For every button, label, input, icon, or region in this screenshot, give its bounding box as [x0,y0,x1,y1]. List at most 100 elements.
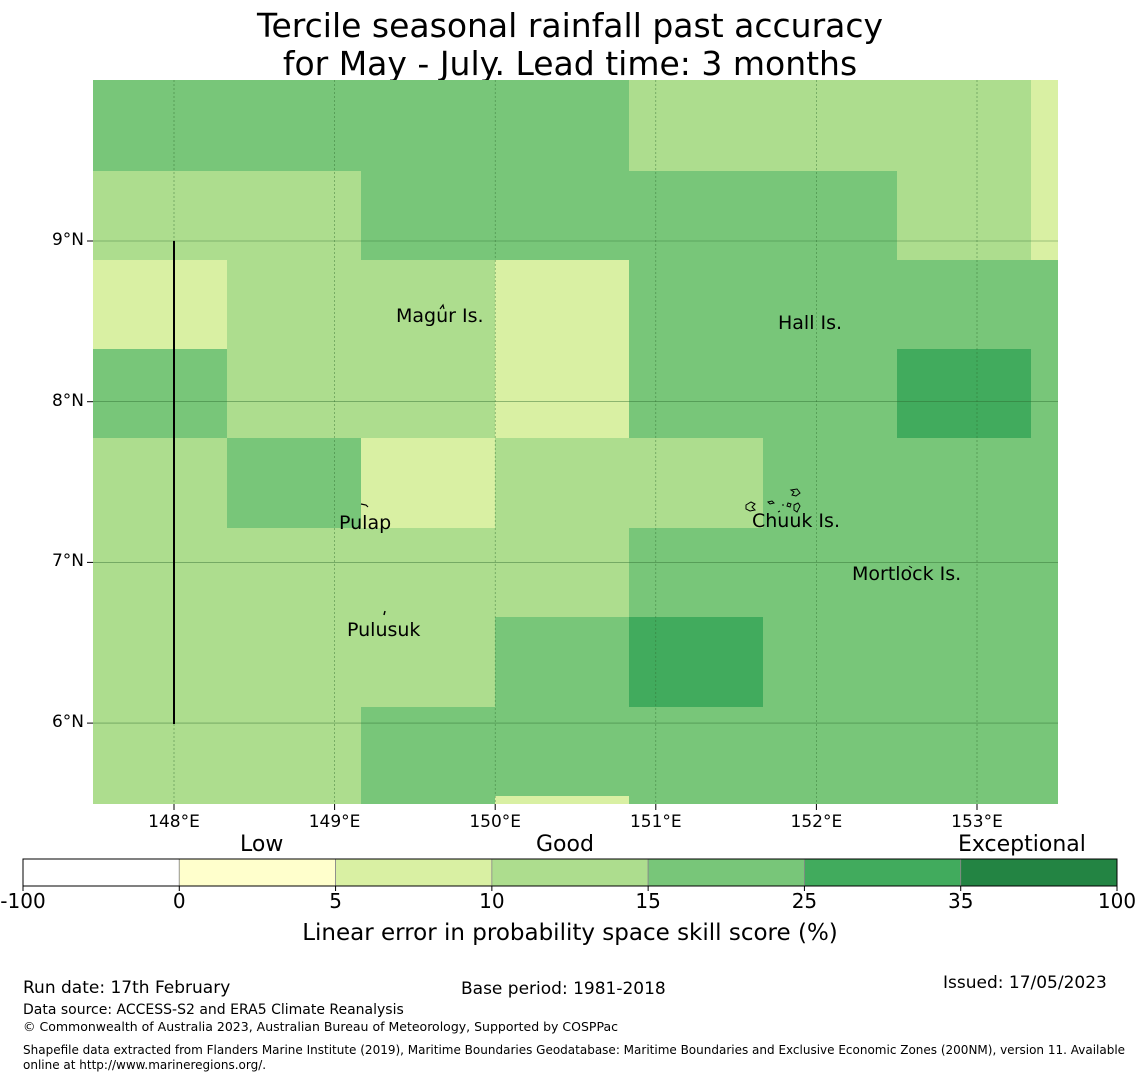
skill-cell [629,438,763,528]
skill-cell [361,707,495,796]
skill-cell [361,260,495,349]
skill-cell [629,349,763,438]
colorbar-ticks [22,886,1118,891]
skill-cell [897,707,1031,796]
skill-cell [495,707,629,796]
shapefile-credit-line1: Shapefile data extracted from Flanders M… [23,1043,1126,1057]
place-label-magur: Magur Is. [396,305,484,327]
skill-cell [897,80,1031,171]
colorbar-tick-label: 25 [791,889,818,913]
colorbar-bin [178,858,336,887]
longitude-label: 151°E [629,812,682,832]
skill-cell [763,707,897,796]
skill-cell [763,80,897,171]
skill-cell [629,80,763,171]
skill-cell [1031,260,1058,349]
skill-cell [227,707,361,796]
chuuk-islands-shape [745,488,801,513]
map-title-line2: for May - July. Lead time: 3 months [282,44,858,83]
skill-cell [629,707,763,796]
skill-cell [361,796,495,804]
skill-cell [93,438,227,528]
skill-cell [361,617,495,707]
latitude-label: 8°N [51,390,84,411]
colorbar-tick-label: 0 [172,889,186,913]
colorbar-tick-label: 15 [635,889,661,913]
skill-cell [897,617,1031,707]
skill-cell [93,796,227,804]
pulusuk-island-shape [383,610,386,616]
skill-cell [763,617,897,707]
place-label-mortlock: Mortlock Is. [852,563,962,585]
colorbar-bin [647,858,805,887]
colorbar-bin [960,858,1118,887]
colorbar-bins [22,858,1118,887]
axis-ticks [87,240,978,810]
skill-cell [897,528,1031,617]
skill-cell [629,528,763,617]
skill-cell [897,796,1031,804]
skill-cell [361,171,495,260]
skill-cell [763,260,897,349]
skill-cell [361,438,495,528]
skill-cell [93,171,227,260]
skill-cell [495,260,629,349]
copyright: © Commonwealth of Australia 2023, Austra… [23,1019,618,1034]
skill-cell [1031,528,1058,617]
skill-cell [763,171,897,260]
skill-cell [227,260,361,349]
skill-cell [763,528,897,617]
skill-cell [897,260,1031,349]
skill-cell [93,528,227,617]
latitude-label: 6°N [51,712,84,733]
skill-cell [1031,617,1058,707]
skill-cell [763,438,897,528]
longitude-label: 153°E [951,812,1003,832]
skill-cell [495,528,629,617]
pulap-island-shape [360,503,369,508]
colorbar-bin [804,858,962,887]
place-label-pulap: Pulap [339,512,392,534]
skill-cell [227,438,361,528]
skill-cell [1031,349,1058,438]
skill-cell [1031,707,1058,796]
magur-island-shape [439,303,445,310]
category-good: Good [536,832,594,857]
skill-cell [495,796,629,804]
skill-cell [629,617,763,707]
colorbar-tick-label: 5 [329,889,342,913]
longitude-label: 152°E [790,812,843,832]
latitude-label: 7°N [51,551,84,572]
skill-cell [227,171,361,260]
place-label-pulusuk: Pulusuk [347,619,421,641]
skill-cell [495,349,629,438]
graticule [93,80,1058,804]
skill-cell [629,171,763,260]
skill-cell [93,707,227,796]
colorbar-axis-label: Linear error in probability space skill … [302,920,838,946]
skill-cell [93,80,227,171]
skill-cell [495,171,629,260]
colorbar-tick-label: 10 [479,889,505,913]
skill-cell [227,528,361,617]
skill-cell [93,349,227,438]
issued-date: Issued: 17/05/2023 [943,973,1107,993]
longitude-label: 148°E [148,812,200,832]
skill-cell [629,796,763,804]
mortlock-island-shape [908,565,913,569]
colorbar-bin [335,858,493,887]
skill-cell [763,796,897,804]
skill-cell [763,349,897,438]
colorbar-tick-label: 100 [1097,889,1137,913]
run-date: Run date: 17th February [23,978,231,998]
skill-cell [495,617,629,707]
skill-cell [897,171,1031,260]
longitude-label: 150°E [469,812,522,832]
skill-cell [1031,796,1058,804]
skill-cell [227,80,361,171]
data-source: Data source: ACCESS-S2 and ERA5 Climate … [23,1002,404,1018]
place-label-chuuk: Chuuk Is. [752,510,840,532]
colorbar-tick-label: -100 [0,889,46,913]
colorbar-frame [22,858,1118,887]
